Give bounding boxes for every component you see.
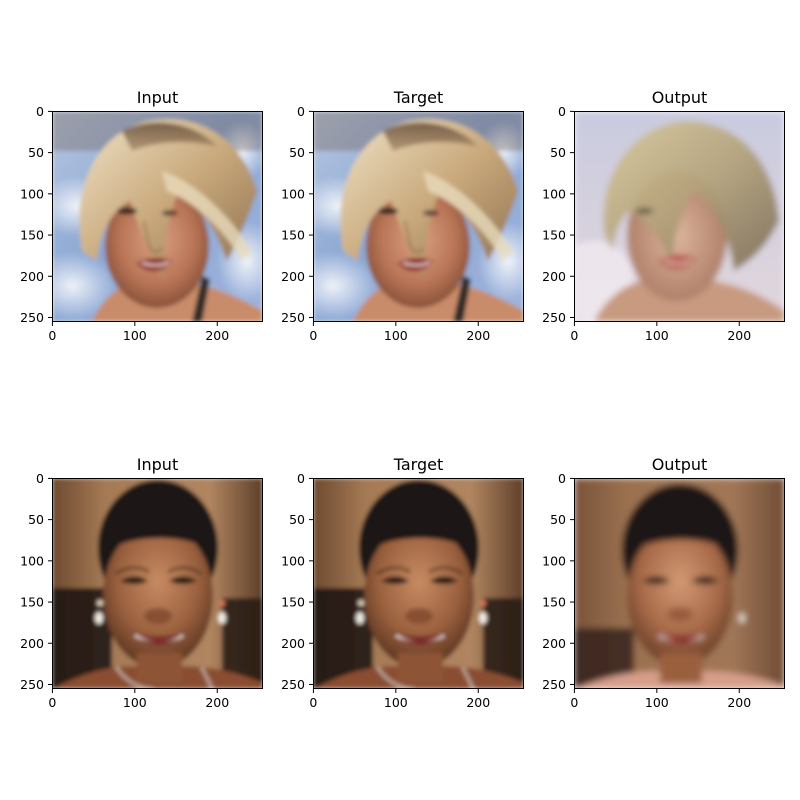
y-tick-label: 200 — [20, 636, 44, 651]
panel-2-3: Output 0 100 200 0 50 100 150 200 250 — [542, 455, 785, 710]
y-tick-label: 100 — [542, 186, 566, 201]
y-tick-label: 150 — [281, 595, 305, 610]
panel-1-1: Input 0 100 200 0 50 100 150 200 250 — [20, 88, 263, 343]
axes-frame — [313, 478, 524, 689]
y-tick-label: 50 — [550, 512, 566, 527]
x-tick-label: 100 — [123, 328, 147, 343]
y-tick-label: 250 — [20, 310, 44, 325]
x-tick-label: 200 — [727, 328, 751, 343]
y-tick-label: 100 — [20, 553, 44, 568]
y-tick-label: 200 — [20, 269, 44, 284]
x-tick-label: 0 — [570, 695, 578, 710]
axes-frame — [574, 111, 785, 322]
x-tick-label: 0 — [48, 328, 56, 343]
panel-title: Output — [652, 455, 708, 474]
x-tick-label: 100 — [123, 695, 147, 710]
portrait-image — [313, 478, 524, 689]
y-tick-label: 100 — [281, 186, 305, 201]
y-tick-label: 50 — [550, 145, 566, 160]
y-tick-label: 200 — [281, 636, 305, 651]
panel-title: Input — [137, 88, 178, 107]
x-tick-label: 200 — [466, 695, 490, 710]
y-tick-label: 50 — [28, 145, 44, 160]
portrait-image — [52, 111, 263, 322]
x-tick-label: 0 — [48, 695, 56, 710]
panel-title: Target — [393, 88, 444, 107]
y-tick-label: 200 — [542, 636, 566, 651]
portrait-image — [313, 111, 524, 322]
y-tick-label: 250 — [542, 310, 566, 325]
y-tick-label: 150 — [542, 595, 566, 610]
portrait-image — [574, 111, 785, 322]
x-tick-label: 100 — [645, 328, 669, 343]
y-tick-label: 250 — [281, 677, 305, 692]
y-tick-label: 100 — [20, 186, 44, 201]
panel-2-2: Target 0 100 200 0 50 100 150 200 250 — [281, 455, 524, 710]
y-tick-label: 250 — [542, 677, 566, 692]
y-tick-label: 100 — [542, 553, 566, 568]
x-tick-label: 0 — [570, 328, 578, 343]
panel-title: Output — [652, 88, 708, 107]
y-tick-label: 150 — [20, 228, 44, 243]
y-tick-label: 50 — [28, 512, 44, 527]
y-tick-label: 100 — [281, 553, 305, 568]
y-tick-label: 200 — [281, 269, 305, 284]
x-tick-label: 200 — [727, 695, 751, 710]
y-tick-label: 0 — [297, 104, 305, 119]
panel-1-3: Output 0 100 200 0 50 100 150 200 250 — [542, 88, 785, 343]
y-tick-label: 0 — [297, 471, 305, 486]
panel-1-2: Target 0 100 200 0 50 100 150 200 250 — [281, 88, 524, 343]
y-tick-label: 0 — [36, 104, 44, 119]
y-tick-label: 250 — [281, 310, 305, 325]
y-tick-label: 0 — [558, 104, 566, 119]
y-tick-label: 150 — [542, 228, 566, 243]
y-tick-label: 50 — [289, 145, 305, 160]
x-tick-label: 100 — [384, 695, 408, 710]
portrait-image — [574, 478, 785, 689]
axes-frame — [574, 478, 785, 689]
y-tick-label: 150 — [20, 595, 44, 610]
x-tick-label: 100 — [384, 328, 408, 343]
y-tick-label: 50 — [289, 512, 305, 527]
panel-title: Input — [137, 455, 178, 474]
y-tick-label: 0 — [36, 471, 44, 486]
axes-frame — [52, 478, 263, 689]
portrait-image — [52, 478, 263, 689]
x-tick-label: 200 — [205, 328, 229, 343]
x-tick-label: 100 — [645, 695, 669, 710]
panel-title: Target — [393, 455, 444, 474]
x-tick-label: 200 — [205, 695, 229, 710]
axes-frame — [313, 111, 524, 322]
y-tick-label: 150 — [281, 228, 305, 243]
axes-frame — [52, 111, 263, 322]
x-tick-label: 200 — [466, 328, 490, 343]
y-tick-label: 250 — [20, 677, 44, 692]
x-tick-label: 0 — [309, 328, 317, 343]
y-tick-label: 200 — [542, 269, 566, 284]
y-tick-label: 0 — [558, 471, 566, 486]
panel-2-1: Input 0 100 200 0 50 100 150 200 250 — [20, 455, 263, 710]
x-tick-label: 0 — [309, 695, 317, 710]
